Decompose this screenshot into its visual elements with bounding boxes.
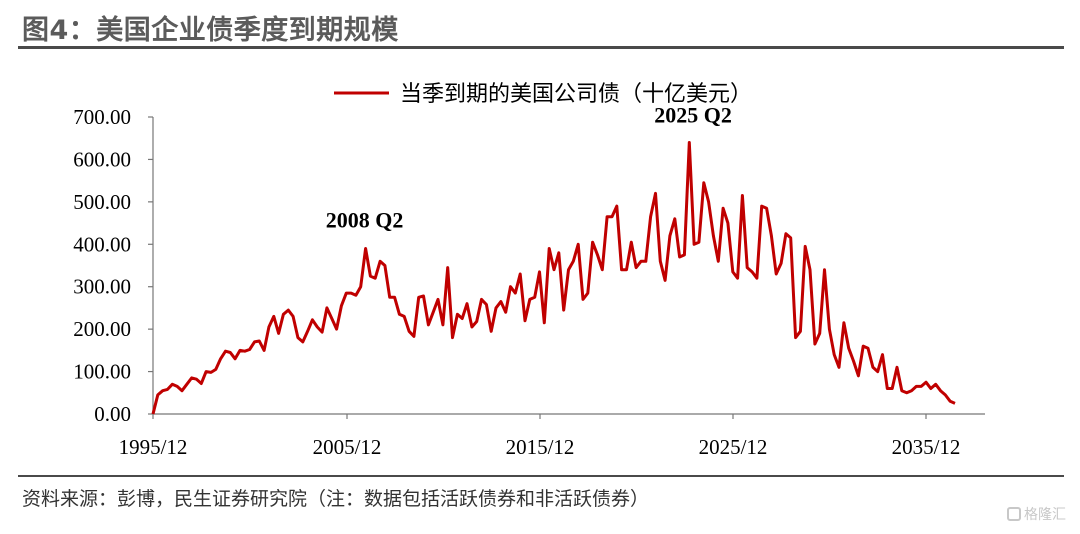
y-tick-label: 400.00 [73,232,131,256]
line-chart: 0.00 100.00 200.00 300.00 400.00 500.00 600.00… [73,82,985,459]
watermark-text: 格隆汇 [1024,507,1066,523]
x-tick-label: 2005/12 [313,435,382,459]
x-tick-label: 2025/12 [699,435,768,459]
y-tick-label: 600.00 [73,147,131,171]
y-tick-label: 300.00 [73,275,131,299]
legend-label: 当季到期的美国公司债（十亿美元） [400,82,752,107]
y-tick-label: 0.00 [94,402,131,426]
title-rule [18,46,1064,49]
x-tick-label: 2015/12 [506,435,575,459]
y-tick-label: 100.00 [73,360,131,384]
figure-title: 图4：美国企业债季度到期规模 [22,15,399,46]
peak-annotation: 2025 Q2 [654,102,732,127]
watermark: 格隆汇 [1007,504,1066,524]
peak-annotation: 2008 Q2 [326,208,404,233]
watermark-logo-icon [1007,507,1021,521]
source-rule [18,475,1064,477]
y-tick-label: 200.00 [73,317,131,341]
y-tick-label: 700.00 [73,105,131,129]
series-line [151,141,956,415]
x-tick-label: 2035/12 [892,435,961,459]
x-tick-label: 1995/12 [119,435,188,459]
y-tick-label: 500.00 [73,190,131,214]
source-note: 资料来源：彭博，民生证券研究院（注：数据包括活跃债券和非活跃债券） [22,488,650,510]
